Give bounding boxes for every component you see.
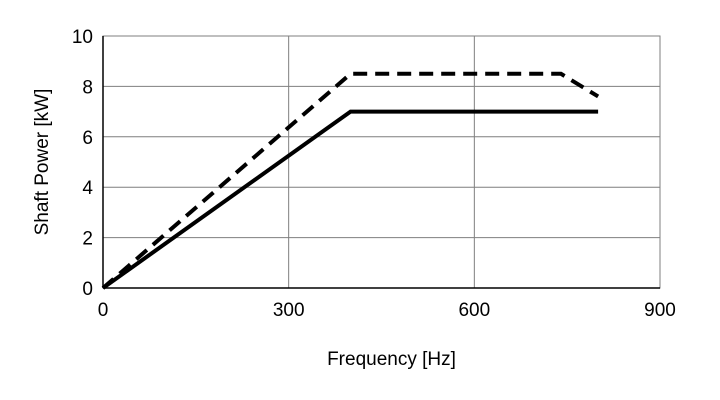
x-tick-label: 0 (98, 300, 109, 321)
y-tick-label: 0 (82, 279, 93, 300)
series-line-dashed (101, 71, 600, 290)
x-tick-label: 600 (458, 300, 490, 321)
series-line-solid (101, 109, 599, 290)
x-axis-title: Frequency [Hz] (327, 349, 456, 370)
y-tick-labels: 0 2 4 6 8 10 (72, 27, 94, 300)
series-layer (101, 71, 600, 290)
x-tick-label: 300 (273, 300, 305, 321)
y-tick-label: 10 (72, 27, 93, 48)
y-tick-label: 4 (82, 178, 93, 199)
y-tick-label: 2 (82, 229, 93, 250)
x-tick-labels: 0 300 600 900 (98, 300, 676, 321)
x-tick-label: 900 (644, 300, 676, 321)
y-axis-title: Shaft Power [kW] (32, 89, 53, 236)
y-tick-label: 8 (82, 77, 93, 98)
y-tick-label: 6 (82, 128, 93, 149)
